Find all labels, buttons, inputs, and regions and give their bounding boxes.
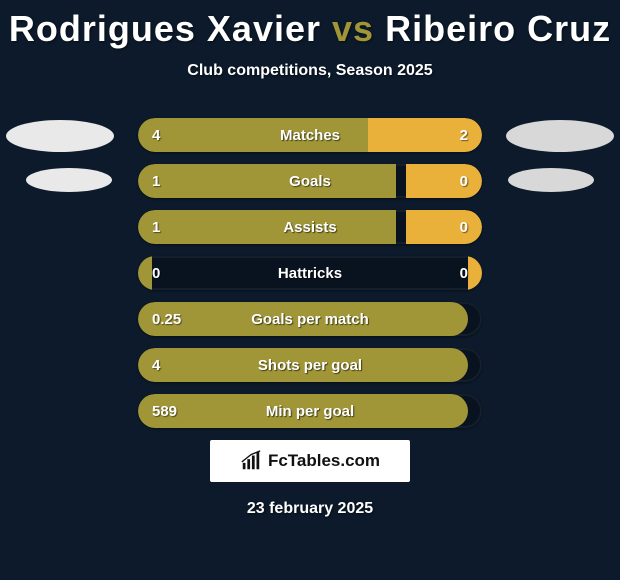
- vs-separator: vs: [332, 8, 374, 49]
- stat-row: 0.25Goals per match: [138, 302, 482, 336]
- player2-name: Ribeiro Cruz: [385, 8, 611, 49]
- shirt-left-shoulder: [6, 120, 114, 152]
- stat-row: 10Assists: [138, 210, 482, 244]
- stat-row: 00Hattricks: [138, 256, 482, 290]
- stat-label: Goals per match: [138, 302, 482, 336]
- badge-text: FcTables.com: [268, 451, 380, 471]
- stat-label: Min per goal: [138, 394, 482, 428]
- shirt-right-shoulder: [506, 120, 614, 152]
- stat-label: Hattricks: [138, 256, 482, 290]
- chart-icon: [240, 450, 262, 472]
- comparison-title: Rodrigues Xavier vs Ribeiro Cruz: [0, 0, 620, 50]
- subtitle: Club competitions, Season 2025: [0, 62, 620, 80]
- stat-label: Shots per goal: [138, 348, 482, 382]
- stat-rows-container: 42Matches 10Goals 10Assists 00Hattricks 0.25…: [138, 118, 482, 440]
- stat-label: Assists: [138, 210, 482, 244]
- stat-label: Matches: [138, 118, 482, 152]
- stat-row: 42Matches: [138, 118, 482, 152]
- fctables-badge: FcTables.com: [210, 440, 410, 482]
- stat-row: 589Min per goal: [138, 394, 482, 428]
- stat-row: 10Goals: [138, 164, 482, 198]
- player1-name: Rodrigues Xavier: [9, 8, 321, 49]
- stat-row: 4Shots per goal: [138, 348, 482, 382]
- stat-label: Goals: [138, 164, 482, 198]
- shirt-left-body: [26, 168, 112, 192]
- shirt-right-body: [508, 168, 594, 192]
- date-text: 23 february 2025: [0, 500, 620, 518]
